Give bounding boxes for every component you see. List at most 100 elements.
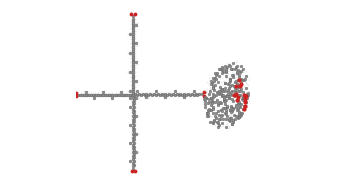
Point [79, 95, 84, 98]
Point [224, 106, 229, 109]
Point [226, 96, 232, 99]
Point [226, 87, 232, 90]
Point [218, 124, 223, 127]
Point [228, 112, 233, 115]
Point [182, 96, 187, 99]
Point [144, 94, 149, 98]
Point [202, 100, 208, 103]
Point [230, 106, 236, 109]
Point [226, 118, 232, 121]
Point [219, 67, 224, 70]
Point [224, 65, 229, 68]
Point [111, 94, 117, 97]
Point [132, 44, 137, 47]
Point [170, 91, 176, 94]
Point [131, 120, 136, 123]
Point [133, 23, 139, 26]
Point [157, 93, 162, 96]
Point [211, 119, 216, 122]
Point [212, 88, 218, 91]
Point [221, 68, 227, 71]
Point [134, 43, 140, 46]
Point [161, 92, 167, 95]
Point [130, 105, 135, 108]
Point [214, 93, 219, 96]
Point [131, 57, 137, 60]
Point [214, 91, 219, 94]
Point [130, 165, 136, 168]
Point [240, 71, 246, 74]
Point [237, 104, 243, 107]
Point [81, 93, 87, 96]
Point [215, 88, 221, 91]
Point [106, 93, 111, 96]
Point [131, 116, 136, 119]
Point [225, 77, 231, 80]
Point [211, 102, 217, 105]
Point [92, 93, 97, 96]
Point [222, 87, 227, 90]
Point [233, 86, 238, 89]
Point [207, 115, 212, 118]
Point [132, 70, 137, 74]
Point [132, 133, 137, 136]
Point [223, 113, 228, 116]
Point [95, 92, 101, 95]
Point [204, 116, 210, 119]
Point [206, 94, 211, 97]
Point [237, 92, 243, 95]
Point [131, 61, 137, 64]
Point [90, 95, 95, 98]
Point [160, 94, 166, 97]
Point [129, 150, 135, 153]
Point [73, 91, 78, 94]
Point [159, 92, 164, 95]
Point [217, 85, 223, 88]
Point [182, 94, 187, 98]
Point [131, 138, 136, 141]
Point [204, 114, 210, 117]
Point [234, 73, 239, 76]
Point [216, 114, 222, 117]
Point [130, 132, 136, 136]
Point [130, 59, 136, 62]
Point [130, 156, 135, 159]
Point [201, 100, 207, 103]
Point [113, 94, 118, 97]
Point [246, 77, 252, 80]
Point [183, 97, 188, 100]
Point [129, 26, 134, 29]
Point [88, 94, 93, 97]
Point [157, 92, 163, 95]
Point [131, 27, 137, 30]
Point [129, 89, 135, 92]
Point [135, 150, 141, 153]
Point [131, 102, 136, 105]
Point [236, 96, 241, 99]
Point [132, 156, 138, 159]
Point [243, 100, 248, 103]
Point [213, 118, 219, 121]
Point [205, 81, 211, 84]
Point [134, 150, 139, 153]
Point [129, 170, 134, 173]
Point [129, 43, 135, 46]
Point [235, 105, 240, 108]
Point [207, 87, 213, 90]
Point [144, 96, 149, 99]
Point [206, 96, 211, 99]
Point [229, 85, 234, 88]
Point [243, 75, 248, 78]
Point [115, 94, 120, 97]
Point [116, 93, 122, 96]
Point [129, 74, 135, 77]
Point [131, 156, 136, 159]
Point [242, 94, 247, 97]
Point [233, 81, 238, 84]
Point [185, 94, 190, 97]
Point [236, 102, 242, 105]
Point [238, 91, 244, 94]
Point [129, 136, 135, 139]
Point [131, 163, 136, 166]
Point [129, 92, 134, 95]
